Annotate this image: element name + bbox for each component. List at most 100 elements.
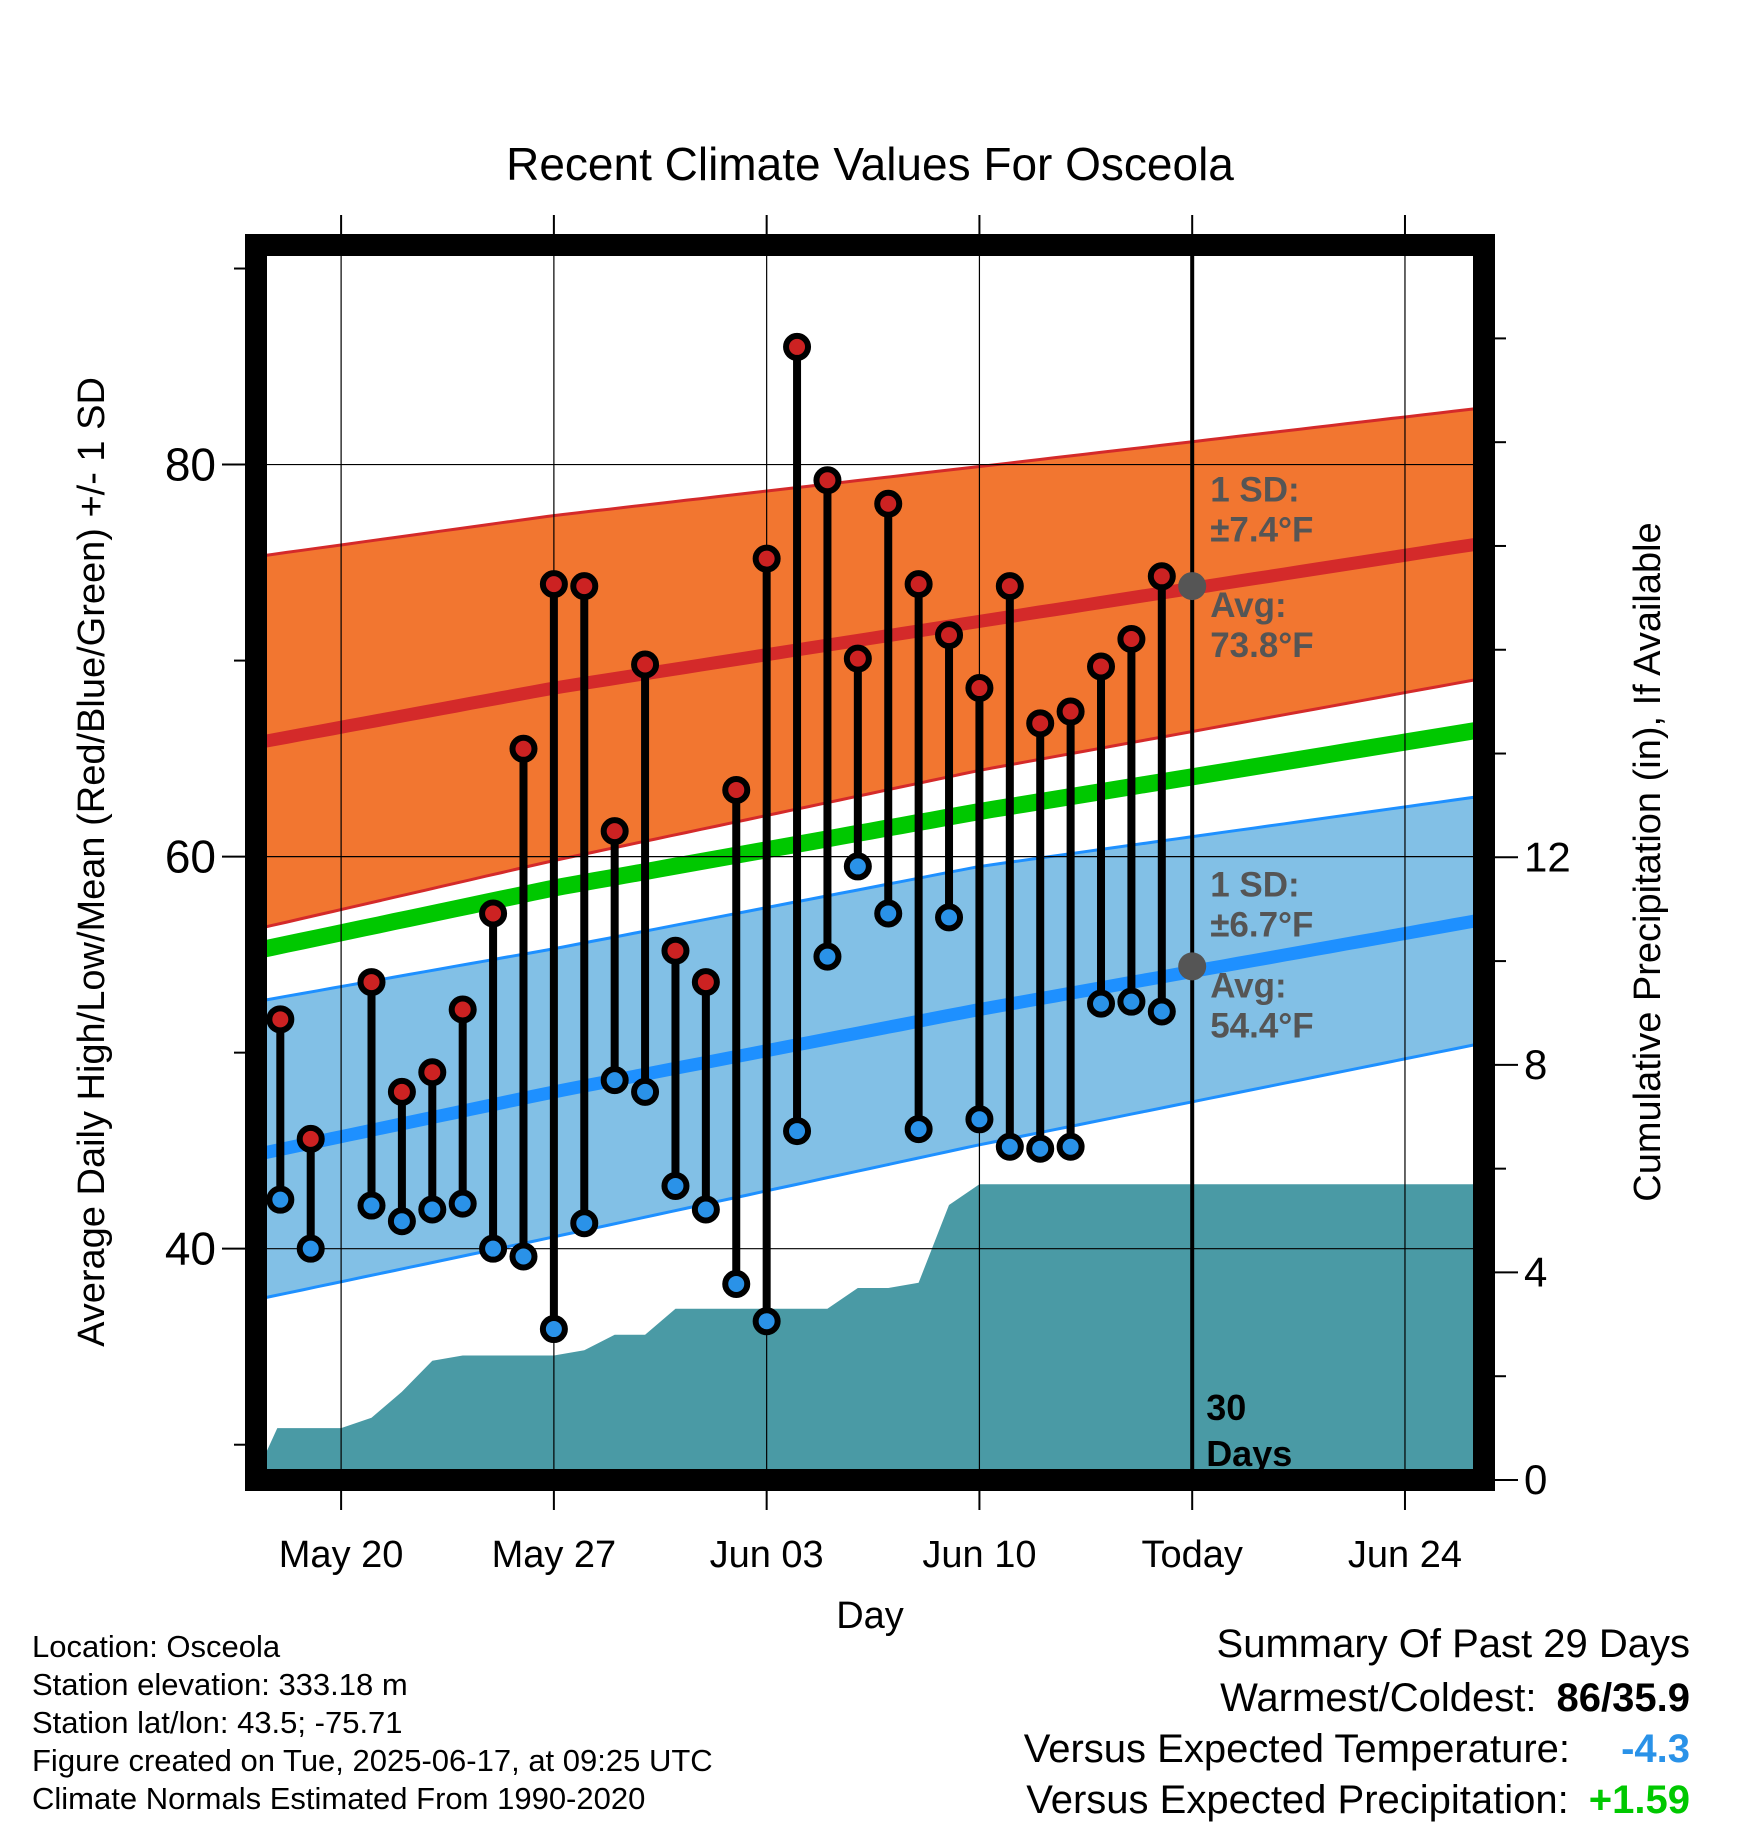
warmest-value: 86/35.9: [1556, 1676, 1690, 1720]
normals-text: Climate Normals Estimated From 1990-2020: [32, 1781, 646, 1816]
summary-title: Summary Of Past 29 Days: [1216, 1622, 1690, 1666]
daily-high-point: [1147, 562, 1176, 591]
daily-high-point: [904, 570, 933, 599]
daily-low-point: [904, 1115, 933, 1144]
summary-warmest-row: Warmest/Coldest: 86/35.9: [1220, 1676, 1690, 1721]
daily-high-point: [1087, 652, 1116, 681]
daily-low-point: [1056, 1132, 1085, 1161]
daily-low-point: [448, 1189, 477, 1218]
low-avg-label: Avg:: [1210, 966, 1286, 1005]
y2-tick-label: 0: [1524, 1456, 1547, 1503]
daily-high-point: [1056, 697, 1085, 726]
high-sd-edge: [256, 676, 1484, 931]
high-normal-line: [256, 536, 1484, 750]
high-avg-label: Avg:: [1210, 586, 1286, 625]
high-today-marker: [1178, 572, 1207, 601]
days-annotation: 30: [1206, 1387, 1246, 1428]
warmest-label: Warmest/Coldest:: [1220, 1676, 1537, 1720]
y2-axis-label: Cumulative Precipitation (in), If Availa…: [1627, 522, 1669, 1201]
precip-value: +1.59: [1588, 1778, 1690, 1822]
daily-high-point: [1117, 625, 1146, 654]
low-sd-edge: [256, 1041, 1484, 1302]
low-sd-edge: [256, 794, 1484, 1004]
y-tick-label: 60: [165, 831, 216, 883]
daily-low-point: [266, 1185, 295, 1214]
daily-high-point: [266, 1005, 295, 1034]
daily-low-point: [783, 1117, 812, 1146]
y-tick-label: 40: [165, 1223, 216, 1275]
daily-low-point: [935, 903, 964, 932]
low-sd-band: [256, 795, 1484, 1300]
days-annotation: Days: [1206, 1433, 1292, 1474]
high-sd-edge: [256, 406, 1484, 559]
low-sd-label: 1 SD:: [1210, 866, 1299, 905]
created-text: Figure created on Tue, 2025-06-17, at 09…: [32, 1743, 713, 1778]
daily-low-point: [691, 1195, 720, 1224]
daily-low-point: [1026, 1134, 1055, 1163]
temp-label: Versus Expected Temperature:: [1023, 1727, 1570, 1771]
precip-label: Versus Expected Precipitation:: [1026, 1778, 1569, 1822]
low-today-marker: [1178, 952, 1207, 981]
daily-high-point: [783, 332, 812, 361]
daily-low-point: [539, 1315, 568, 1344]
daily-high-point: [479, 899, 508, 928]
daily-high-point: [631, 650, 660, 679]
summary-temp-row: Versus Expected Temperature: -4.3: [1024, 1727, 1690, 1772]
mean-normal-line: [256, 720, 1484, 960]
daily-high-point: [661, 936, 690, 965]
daily-low-point: [722, 1269, 751, 1298]
y2-tick-label: 8: [1524, 1041, 1547, 1088]
daily-low-point: [570, 1209, 599, 1238]
chart-title: Recent Climate Values For Osceola: [506, 138, 1234, 190]
daily-high-point: [509, 734, 538, 763]
summary-precip-row: Versus Expected Precipitation: +1.59: [1026, 1778, 1690, 1823]
temp-value: -4.3: [1621, 1727, 1690, 1771]
daily-high-point: [570, 572, 599, 601]
station-info: Location: Osceola Station elevation: 333…: [32, 1628, 713, 1818]
daily-low-point: [661, 1171, 690, 1200]
x-tick-label: Jun 03: [710, 1534, 824, 1576]
high-sd-label: ±7.4°F: [1210, 511, 1313, 550]
y-axis-label: Average Daily High/Low/Mean (Red/Blue/Gr…: [71, 377, 113, 1347]
daily-high-point: [843, 644, 872, 673]
daily-low-point: [752, 1307, 781, 1336]
high-sd-label: 1 SD:: [1210, 471, 1299, 510]
low-avg-label: 54.4°F: [1210, 1006, 1314, 1045]
daily-low-point: [995, 1132, 1024, 1161]
daily-high-point: [752, 544, 781, 573]
daily-low-point: [631, 1077, 660, 1106]
high-avg-label: 73.8°F: [1210, 626, 1314, 665]
location-text: Location: Osceola: [32, 1629, 281, 1664]
x-tick-label: Today: [1141, 1534, 1242, 1576]
y2-tick-label: 4: [1524, 1248, 1547, 1295]
daily-low-point: [874, 899, 903, 928]
daily-low-point: [1147, 997, 1176, 1026]
daily-high-point: [935, 621, 964, 650]
daily-high-point: [965, 674, 994, 703]
daily-high-point: [448, 995, 477, 1024]
elevation-text: Station elevation: 333.18 m: [32, 1667, 408, 1702]
daily-low-point: [813, 942, 842, 971]
daily-low-point: [479, 1234, 508, 1263]
low-sd-label: ±6.7°F: [1210, 906, 1313, 945]
daily-low-point: [1117, 987, 1146, 1016]
daily-low-point: [357, 1191, 386, 1220]
latlon-text: Station lat/lon: 43.5; -75.71: [32, 1705, 403, 1740]
daily-high-point: [600, 817, 629, 846]
daily-high-point: [691, 968, 720, 997]
daily-high-point: [296, 1124, 325, 1153]
daily-low-point: [843, 852, 872, 881]
x-tick-label: May 27: [492, 1534, 617, 1576]
daily-high-point: [995, 572, 1024, 601]
daily-low-point: [418, 1195, 447, 1224]
daily-low-point: [1087, 989, 1116, 1018]
daily-high-point: [1026, 709, 1055, 738]
x-tick-label: May 20: [279, 1534, 404, 1576]
daily-high-point: [387, 1077, 416, 1106]
x-tick-label: Jun 10: [922, 1534, 1036, 1576]
daily-high-point: [418, 1058, 447, 1087]
precip-area: [256, 1184, 1484, 1480]
y2-tick-label: 12: [1524, 833, 1571, 880]
daily-low-point: [600, 1066, 629, 1095]
